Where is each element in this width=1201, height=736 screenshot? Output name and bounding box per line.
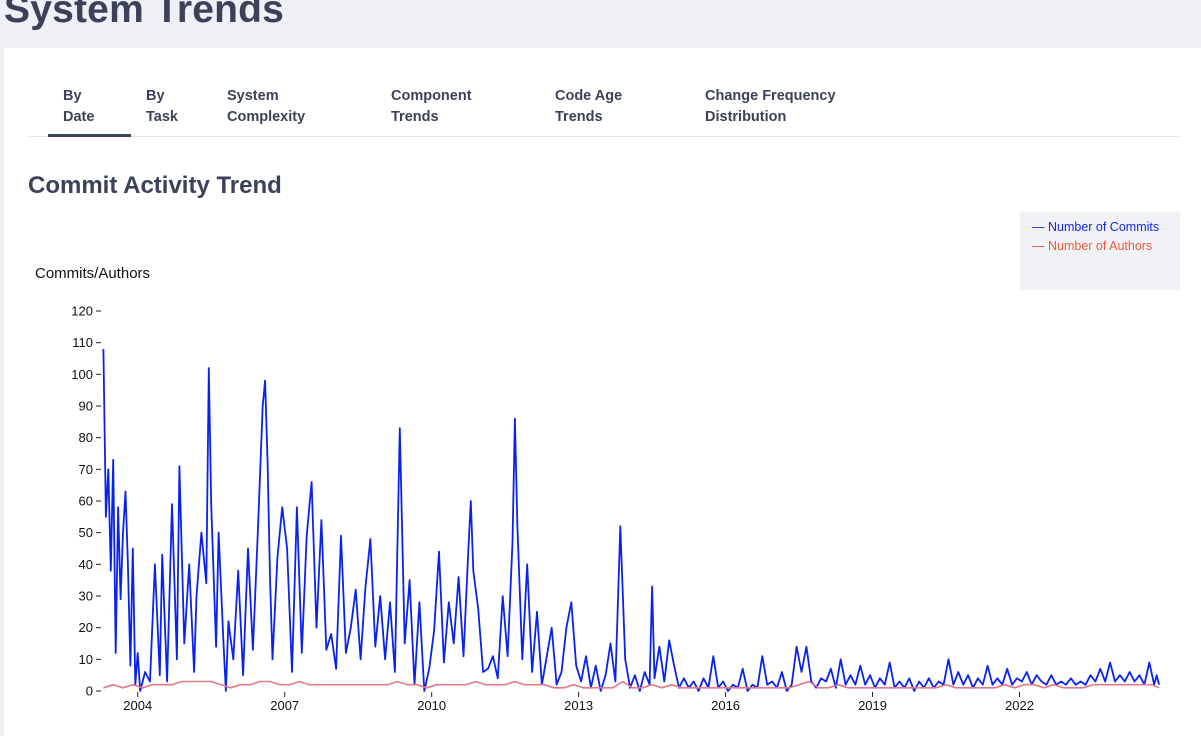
x-tick-label: 2016 xyxy=(711,698,740,713)
tab-label: Trends xyxy=(391,109,439,125)
tab-label: By xyxy=(146,88,165,104)
tab-label: By xyxy=(63,88,82,104)
y-tick-label: 50 xyxy=(79,525,93,540)
x-axis: 2004 2007 2010 2013 2016 2019 2022 xyxy=(123,692,1034,713)
series-layer xyxy=(102,348,1160,692)
x-tick-label: 2007 xyxy=(270,698,299,713)
y-tick-label: 30 xyxy=(79,589,93,604)
y-tick-label: 0 xyxy=(86,684,93,699)
x-tick-label: 2013 xyxy=(564,698,593,713)
series-line-commits xyxy=(102,348,1160,692)
tab-label: Task xyxy=(146,109,178,125)
page-title: System Trends xyxy=(4,0,285,31)
y-axis-title: Commits/Authors xyxy=(35,265,151,282)
y-tick-label: 40 xyxy=(79,557,93,572)
tab-label: Distribution xyxy=(705,109,787,125)
active-tab-indicator xyxy=(48,134,131,137)
tab-label: System xyxy=(227,88,279,104)
y-tick-label: 120 xyxy=(71,304,93,319)
tab-label: Component xyxy=(391,88,472,104)
tab-label: Date xyxy=(63,109,95,125)
y-tick-label: 80 xyxy=(79,430,93,445)
tab-system-complexity[interactable]: System Complexity xyxy=(227,86,305,128)
tab-label: Trends xyxy=(555,109,603,125)
x-tick-label: 2004 xyxy=(123,698,152,713)
y-tick-label: 70 xyxy=(79,462,93,477)
legend-item-authors[interactable]: — Number of Authors xyxy=(1032,239,1153,253)
tab-bar: By Date By Task System Complexity Compon… xyxy=(28,78,1180,137)
legend-item-commits[interactable]: — Number of Commits xyxy=(1032,220,1160,234)
tab-label: Change Frequency xyxy=(705,88,836,104)
chart-legend: — Number of Commits — Number of Authors xyxy=(1020,212,1180,290)
series-line-authors xyxy=(103,680,1160,689)
content-panel: By Date By Task System Complexity Compon… xyxy=(4,48,1201,736)
chart-title: Commit Activity Trend xyxy=(28,172,282,199)
tab-by-date[interactable]: By Date xyxy=(63,86,94,128)
x-tick-label: 2010 xyxy=(417,698,446,713)
tab-by-task[interactable]: By Task xyxy=(146,86,178,128)
tab-component-trends[interactable]: Component Trends xyxy=(391,86,472,128)
tab-label: Complexity xyxy=(227,109,306,125)
y-tick-label: 20 xyxy=(79,620,93,635)
x-tick-label: 2019 xyxy=(858,698,887,713)
tab-change-frequency-distribution[interactable]: Change Frequency Distribution xyxy=(705,86,836,128)
y-tick-label: 90 xyxy=(79,399,93,414)
y-axis: 0 10 20 30 40 50 60 70 80 90 100 110 120 xyxy=(71,304,101,699)
x-tick-label: 2022 xyxy=(1005,698,1034,713)
tab-label: Code Age xyxy=(555,88,623,104)
y-tick-label: 100 xyxy=(71,367,93,382)
tab-code-age-trends[interactable]: Code Age Trends xyxy=(555,86,622,128)
y-tick-label: 110 xyxy=(72,335,93,350)
y-tick-label: 60 xyxy=(79,494,93,509)
y-tick-label: 10 xyxy=(79,652,93,667)
